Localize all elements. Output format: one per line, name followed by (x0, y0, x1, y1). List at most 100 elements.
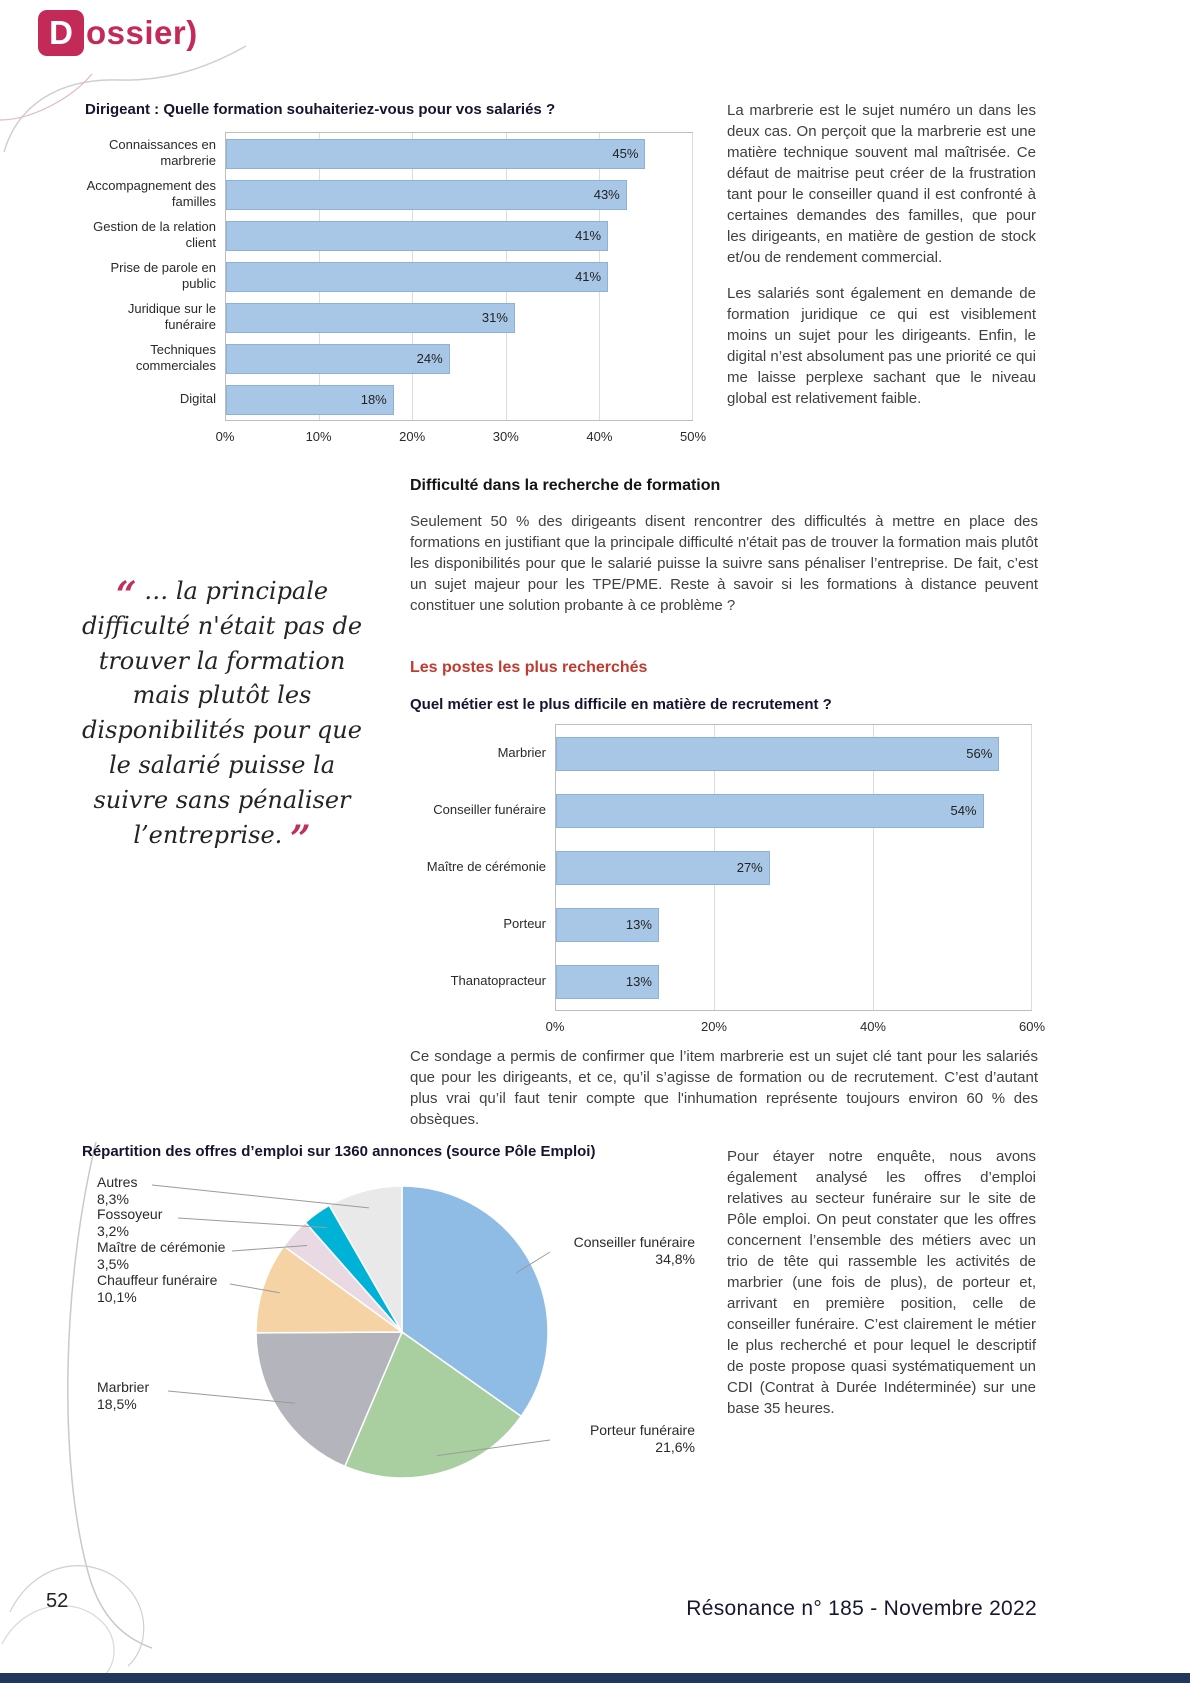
bar-row: 18% (226, 379, 692, 420)
bar-row: 54% (556, 782, 1031, 839)
x-tick-label: 30% (492, 429, 519, 444)
category-label: Juridique sur le funéraire (127, 301, 216, 332)
bottom-color-bar (0, 1673, 1190, 1683)
pie-leader-line (231, 1245, 308, 1252)
pie-slice-percent: 10,1% (97, 1289, 137, 1306)
emploi-column: Pour étayer notre enquête, nous avons ég… (727, 1146, 1036, 1419)
pie-slice-0 (401, 1185, 549, 1418)
category-label: Porteur (503, 915, 546, 931)
bar-value-label: 54% (950, 803, 977, 818)
bar: 27% (556, 850, 770, 885)
pull-quote: “ … la principale difficulté n'était pas… (72, 574, 372, 857)
pull-quote-text: … la principale difficulté n'était pas d… (81, 577, 363, 849)
category-labels: Connaissances en marbrerie Accompagnement… (85, 132, 225, 421)
pie-slice-name: Porteur funéraire (589, 1422, 695, 1438)
recrutement-bar-chart: Marbrier Conseiller funéraire Maître de cé… (420, 724, 1045, 1037)
x-tick-label: 40% (859, 1019, 886, 1034)
footer-magazine-issue: Résonance n° 185 - Novembre 2022 (686, 1597, 1037, 1620)
bar: 13% (556, 964, 659, 999)
x-tick-label: 60% (1018, 1019, 1046, 1034)
pie-slice-percent: 21,6% (655, 1439, 695, 1456)
bar-value-label: 41% (575, 228, 602, 243)
intro-paragraph-1: La marbrerie est le sujet numéro un dans… (727, 102, 1036, 266)
pie-slice-3 (255, 1245, 405, 1334)
bar-value-label: 41% (575, 269, 602, 284)
sondage-paragraph: Ce sondage a permis de confirmer que l’i… (410, 1048, 1038, 1128)
pie-label: Marbrier 18,5% (97, 1379, 297, 1413)
bar: 18% (226, 384, 394, 415)
gridline (1031, 725, 1032, 1010)
pie-slice-name: Autres (97, 1174, 138, 1190)
pie-leader-line (229, 1283, 280, 1294)
x-tick-label: 0% (215, 429, 235, 444)
pie-chart-title: Répartition des offres d’emploi sur 1360… (82, 1143, 596, 1160)
pie-leader-line (437, 1439, 551, 1457)
bar: 13% (556, 907, 659, 942)
category-label: Prise de parole en public (110, 260, 216, 291)
pie-slice-name: Chauffeur funéraire (97, 1272, 218, 1288)
bar-value-label: 27% (736, 860, 763, 875)
bar: 31% (226, 302, 515, 333)
bar-chart-body: Connaissances en marbrerie Accompagnement… (85, 132, 693, 421)
bar-row: 41% (226, 256, 692, 297)
pie-slice-1 (343, 1330, 523, 1479)
close-quote-icon: ” (289, 817, 311, 860)
gridline (692, 133, 693, 420)
bar-row: 41% (226, 215, 692, 256)
bar-row: 13% (556, 896, 1031, 953)
pie-label: Fossoyeur 3,2% (97, 1206, 297, 1240)
emploi-paragraph: Pour étayer notre enquête, nous avons ég… (727, 1148, 1036, 1417)
bar-value-label: 31% (481, 310, 508, 325)
section-title: ossier) (86, 14, 198, 51)
pie-slice-name: Conseiller funéraire (573, 1234, 695, 1250)
pie-slice-name: Fossoyeur (97, 1206, 163, 1222)
bar-row: 43% (226, 174, 692, 215)
bar-value-label: 13% (625, 917, 652, 932)
page-number: 52 (46, 1590, 69, 1612)
category-label: Techniques commerciales (135, 342, 216, 373)
difficulte-paragraph: Seulement 50 % des dirigeants disent ren… (410, 513, 1038, 614)
x-tick-label: 10% (305, 429, 332, 444)
pie-slice-percent: 34,8% (655, 1251, 695, 1268)
bar-value-label: 13% (625, 974, 652, 989)
bar-chart-body: Marbrier Conseiller funéraire Maître de cé… (420, 724, 1032, 1011)
pie-slice-name: Maître de cérémonie (97, 1239, 226, 1255)
gridline (872, 725, 874, 1010)
category-label: Thanatopracteur (450, 972, 546, 988)
pie-slice-percent: 18,5% (97, 1396, 137, 1413)
category-labels: Marbrier Conseiller funéraire Maître de cé… (420, 724, 555, 1011)
offres-emploi-pie-chart: Conseiller funéraire 34,8% Porteur funérai… (80, 1166, 705, 1511)
bar: 41% (226, 261, 609, 292)
formation-chart-title: Dirigeant : Quelle formation souhaiterie… (85, 101, 556, 118)
open-quote-icon: “ (115, 574, 137, 616)
category-label: Conseiller funéraire (433, 801, 546, 817)
pie-slice-percent: 3,5% (97, 1256, 129, 1273)
pie-label: Chauffeur funéraire 10,1% (97, 1272, 297, 1306)
x-tick-label: 20% (399, 429, 426, 444)
bar-row: 56% (556, 725, 1031, 782)
category-label: Marbrier (497, 744, 546, 760)
pie-slice-6 (328, 1185, 403, 1335)
category-label: Gestion de la relation client (93, 219, 216, 250)
section-header: D ossier) (38, 10, 198, 56)
pie-chart-svg (151, 1184, 551, 1479)
bar-value-label: 24% (416, 351, 443, 366)
bar: 45% (226, 138, 646, 169)
pie-slice-2 (255, 1331, 404, 1468)
pie-leader-line (177, 1217, 328, 1229)
bar-row: 24% (226, 338, 692, 379)
x-axis: 0% 20% 40% 60% (546, 1011, 1045, 1037)
postes-heading: Les postes les plus recherchés (410, 659, 648, 676)
bar: 41% (226, 220, 609, 251)
category-label: Maître de cérémonie (426, 858, 546, 874)
recrutement-chart-title: Quel métier est le plus difficile en mat… (410, 696, 832, 713)
category-label: Accompagnement des familles (86, 178, 216, 209)
dossier-initial-badge: D (38, 10, 84, 56)
category-label: Connaissances en marbrerie (109, 137, 216, 168)
pie-label: Conseiller funéraire 34,8% (555, 1234, 695, 1268)
bar: 56% (556, 736, 1000, 771)
bar: 24% (226, 343, 450, 374)
difficulte-heading: Difficulté dans la recherche de formatio… (410, 477, 721, 494)
formation-bar-chart: Connaissances en marbrerie Accompagnement… (85, 132, 706, 447)
